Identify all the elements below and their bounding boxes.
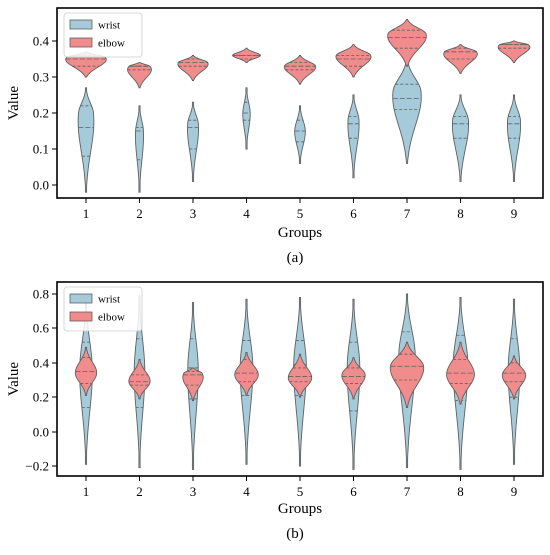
x-tick-label: 6	[350, 206, 357, 221]
x-tick-label: 3	[190, 206, 197, 221]
violin-elbow-group-2	[127, 62, 152, 89]
y-tick-label: −0.2	[25, 459, 49, 474]
violin-wrist-group-7	[392, 58, 422, 164]
y-axis-label: Value	[6, 362, 22, 396]
x-tick-label: 4	[243, 484, 250, 499]
panel-caption: (a)	[287, 250, 304, 266]
panel-caption: (b)	[286, 526, 304, 542]
violin-elbow-group-5	[283, 54, 317, 85]
y-tick-label: 0.1	[33, 142, 49, 157]
violin-elbow-group-7	[387, 18, 427, 67]
x-tick-label: 8	[457, 484, 464, 499]
y-tick-label: 0.4	[33, 356, 50, 371]
violin-elbow-group-7	[389, 341, 425, 408]
violin-wrist-group-4	[242, 87, 251, 150]
violins	[74, 293, 527, 470]
violin-elbow-group-3	[177, 54, 209, 82]
y-axis-label: Value	[6, 86, 22, 120]
violin-wrist-group-3	[187, 101, 199, 182]
legend-swatch-elbow	[69, 37, 93, 48]
violin-elbow-group-9	[501, 355, 527, 400]
violin-elbow-group-4	[232, 47, 261, 64]
x-tick-label: 5	[297, 484, 304, 499]
legend-label-wrist: wrist	[98, 20, 120, 32]
panel-a: 0.0 0.1 0.2 0.3 0.4 1 2 3 4 5 6 7 8 9 Groups Value wrist…	[6, 7, 544, 266]
legend-label-elbow: elbow	[98, 312, 125, 324]
violin-elbow-group-9	[497, 40, 531, 64]
x-axis-label: Groups	[278, 225, 322, 241]
x-tick-label: 3	[190, 484, 197, 499]
legend-swatch-wrist	[69, 19, 93, 30]
x-tick-label: 2	[136, 206, 143, 221]
x-tick-label: 6	[350, 484, 357, 499]
series-elbow	[65, 18, 531, 89]
violin-elbow-group-6	[341, 357, 366, 400]
y-tick-label: 0.6	[33, 321, 50, 336]
y-tick-label: 0.3	[33, 70, 49, 85]
x-tick-label: 1	[83, 206, 90, 221]
x-tick-label: 9	[511, 206, 518, 221]
y-tick-label: 0.2	[33, 106, 49, 121]
x-tick-label: 7	[404, 206, 411, 221]
y-tick-label: 0.0	[33, 425, 49, 440]
y-tick-label: 0.2	[33, 390, 49, 405]
legend-label-elbow: elbow	[98, 38, 125, 50]
legend-swatch-elbow	[69, 311, 93, 322]
x-tick-label: 5	[297, 206, 304, 221]
violin-wrist-group-5	[294, 105, 306, 164]
x-tick-label: 1	[83, 484, 90, 499]
violin-elbow-group-2	[128, 358, 151, 400]
x-tick-label: 2	[136, 484, 143, 499]
x-tick-label: 9	[511, 484, 518, 499]
violin-elbow-group-5	[287, 353, 313, 398]
violin-elbow-group-4	[234, 352, 259, 396]
x-tick-label: 4	[243, 206, 250, 221]
legend-swatch-wrist	[69, 293, 93, 304]
violin-wrist-group-1	[77, 87, 95, 193]
violin-wrist-group-6	[347, 94, 360, 179]
x-tick-label: 8	[457, 206, 464, 221]
violins	[65, 18, 531, 193]
violin-elbow-group-6	[335, 44, 372, 78]
series-wrist	[77, 58, 522, 193]
x-tick-label: 7	[404, 484, 411, 499]
violin-elbow-group-3	[182, 367, 204, 402]
violin-wrist-group-2	[135, 105, 144, 193]
legend: wrist elbow	[63, 12, 143, 58]
violin-elbow-group-8	[446, 341, 475, 405]
legend-label-wrist: wrist	[98, 294, 120, 306]
x-axis-label: Groups	[278, 501, 322, 517]
panel-b: −0.2 0.0 0.2 0.4 0.6 0.8 1 2 3 4 5 6 7 8 9 Groups Value w…	[6, 281, 544, 542]
y-tick-label: 0.8	[33, 287, 49, 302]
y-tick-label: 0.4	[33, 34, 50, 49]
legend: wrist elbow	[63, 286, 143, 332]
series-elbow	[74, 341, 527, 408]
y-tick-label: 0.0	[33, 178, 49, 193]
